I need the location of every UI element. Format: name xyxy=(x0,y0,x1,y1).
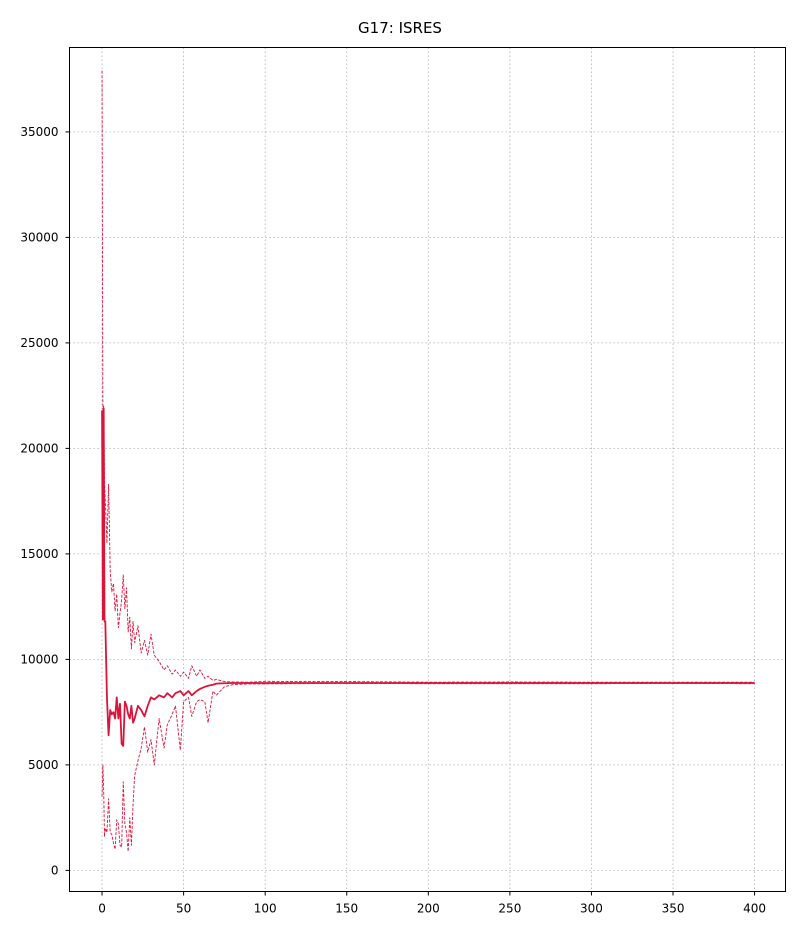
grid xyxy=(69,47,786,892)
x-tick-label: 400 xyxy=(743,902,766,916)
y-tick-label: 25000 xyxy=(20,336,58,350)
axis-ticks: 0 50 100 150 200 250 300 350 400 0 5000 10000 15000 2… xyxy=(20,125,766,916)
x-tick-label: 350 xyxy=(662,902,685,916)
x-tick-label: 100 xyxy=(254,902,277,916)
y-tick-label: 30000 xyxy=(20,230,58,244)
y-tick-label: 5000 xyxy=(28,758,59,772)
x-tick-label: 250 xyxy=(498,902,521,916)
y-tick-label: 15000 xyxy=(20,547,58,561)
x-tick-label: 300 xyxy=(580,902,603,916)
series-line-mean xyxy=(101,407,755,747)
plot-area-frame xyxy=(69,47,786,892)
x-tick-label: 0 xyxy=(98,902,106,916)
y-tick-label: 35000 xyxy=(20,125,58,139)
series-line-upper-bound xyxy=(101,70,755,683)
y-tick-label: 10000 xyxy=(20,652,58,666)
x-tick-label: 200 xyxy=(417,902,440,916)
x-tick-label: 150 xyxy=(335,902,358,916)
chart-title: G17: ISRES xyxy=(358,19,442,37)
y-tick-label: 20000 xyxy=(20,441,58,455)
x-tick-label: 50 xyxy=(176,902,191,916)
y-tick-label: 0 xyxy=(51,863,59,877)
series-lines xyxy=(101,70,755,852)
series-line-lower-bound xyxy=(101,683,755,852)
